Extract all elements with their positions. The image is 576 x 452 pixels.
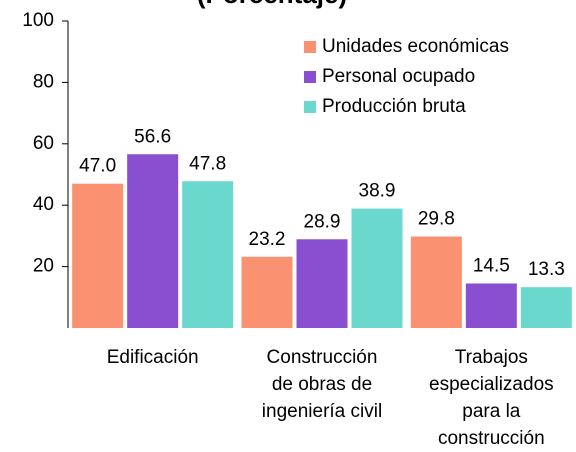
y-tick-label: 80 xyxy=(33,71,54,92)
y-tick-label: 100 xyxy=(22,10,54,31)
legend-swatch xyxy=(304,101,316,113)
data-label: 47.0 xyxy=(79,156,116,177)
x-tick-label: Construcción de obras de ingeniería civi… xyxy=(261,347,383,422)
data-label: 28.9 xyxy=(304,211,341,232)
data-label: 14.5 xyxy=(473,256,510,277)
bar xyxy=(520,287,572,328)
bar xyxy=(465,283,517,328)
y-tick-label: 20 xyxy=(33,256,54,277)
legend-swatch xyxy=(304,41,316,53)
data-label: 23.2 xyxy=(249,229,286,250)
data-label: 29.8 xyxy=(418,209,455,230)
bar xyxy=(72,183,124,328)
bar xyxy=(296,239,348,328)
bar xyxy=(410,236,462,328)
legend-label: Personal ocupado xyxy=(322,66,475,87)
legend-swatch xyxy=(304,71,316,83)
bar xyxy=(351,208,403,328)
data-label: 38.9 xyxy=(359,181,396,202)
bar xyxy=(182,181,234,328)
x-tick-label: Edificación xyxy=(106,347,199,368)
legend-label: Unidades económicas xyxy=(322,36,509,57)
data-label: 47.8 xyxy=(189,153,226,174)
bar xyxy=(127,154,179,328)
y-tick-label: 40 xyxy=(33,194,54,215)
legend-label: Producción bruta xyxy=(322,96,466,117)
y-tick-label: 60 xyxy=(33,133,54,154)
x-tick-label: Trabajos especializados para la construc… xyxy=(429,347,554,449)
data-label: 13.3 xyxy=(528,259,565,280)
data-label: 56.6 xyxy=(134,126,171,147)
chart-title: (Porcentaje) xyxy=(197,0,347,9)
bar xyxy=(241,256,293,328)
